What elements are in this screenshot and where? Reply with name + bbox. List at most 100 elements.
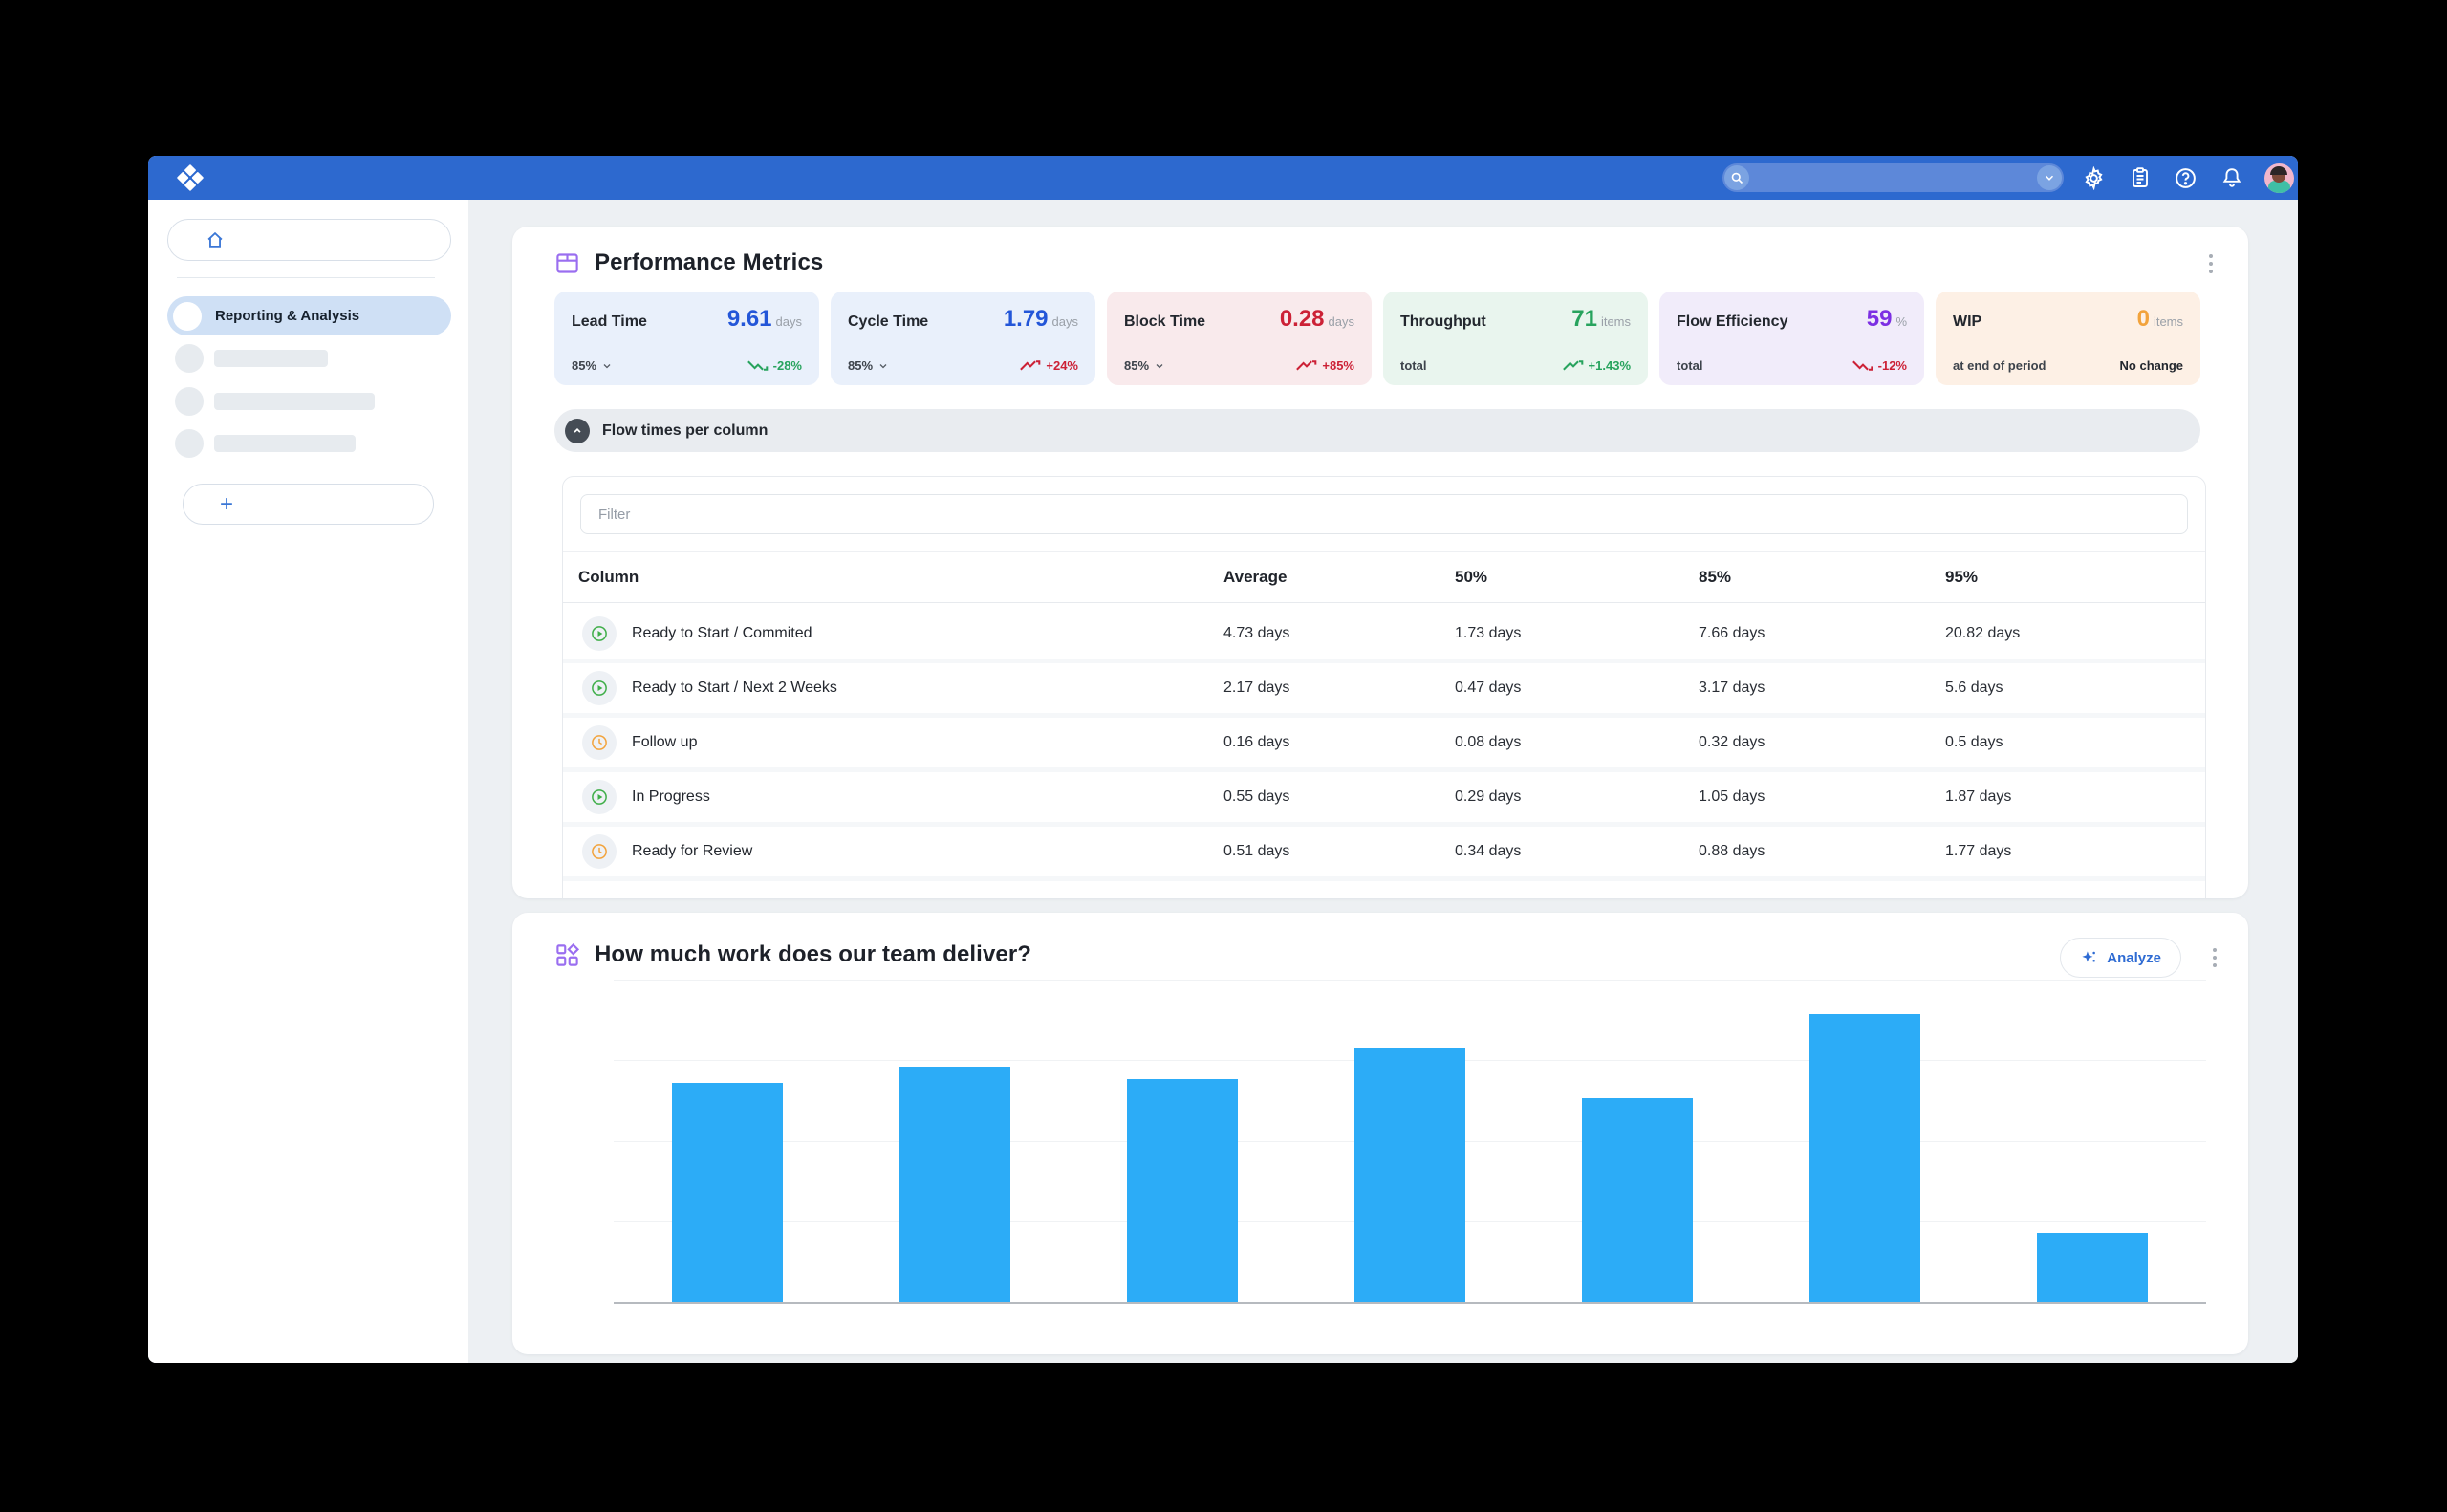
metric-chip-wip[interactable]: WIP 0 items at end of period No change [1936,292,2200,385]
metric-chip-block-time[interactable]: Block Time 0.28 days 85% +85% [1107,292,1372,385]
clock-icon [582,834,617,869]
chip-label: Throughput [1400,313,1486,330]
chart-card-header: How much work does our team deliver? [512,913,2248,968]
column-header[interactable]: 85% [1699,568,1732,586]
add-view-button[interactable]: + [183,484,434,525]
column-header[interactable]: 95% [1945,568,1979,586]
help-icon[interactable] [2173,165,2198,191]
settings-gear-icon[interactable] [2081,165,2107,191]
bar[interactable] [2037,1233,2148,1302]
chart-bars [614,980,2206,1302]
chip-label: Cycle Time [848,313,929,330]
panel-separator [563,551,2205,552]
main-content: Performance Metrics Lead Time 9.61 days 8… [468,200,2298,1363]
chevron-up-circle-icon [565,418,590,443]
sparkle-icon [2082,950,2096,962]
trend-up-icon [1296,360,1317,371]
table-header-row: Column Average 50% 85% 95% [563,552,2205,603]
chip-value: 0 items [2136,306,2183,332]
bar[interactable] [1582,1097,1693,1302]
sidebar-item-reporting-analysis[interactable]: Reporting & Analysis [167,296,451,335]
gridline [614,980,2206,981]
chevron-down-icon [1156,363,1163,368]
trend-down-icon [1851,360,1873,371]
card-title: How much work does our team deliver? [595,941,1032,967]
chip-subtitle: total [1677,358,1703,373]
bar[interactable] [672,1082,783,1302]
table-body: Ready to Start / Commited 4.73 days 1.73… [563,603,2205,881]
table-row[interactable]: Ready for Review 0.51 days 0.34 days 0.8… [563,827,2205,881]
percentile-dropdown[interactable]: 85% [572,358,613,373]
table-row[interactable]: Ready to Start / Next 2 Weeks 2.17 days … [563,663,2205,718]
bar-slot [1524,980,1751,1302]
sidebar-skeleton-item[interactable] [175,387,375,416]
chip-value: 1.79 days [1003,306,1078,332]
bar[interactable] [1809,1014,1920,1302]
sidebar: Reporting & Analysis + [148,200,468,1363]
metric-chips-row: Lead Time 9.61 days 85% -28% [554,292,2200,385]
analyze-button-label: Analyze [2107,949,2161,966]
bar[interactable] [1354,1048,1465,1302]
bar-slot [614,980,841,1302]
table-row[interactable]: Follow up 0.16 days 0.08 days 0.32 days … [563,718,2205,772]
trend-indicator: -12% [1851,358,1907,373]
sidebar-skeleton-item[interactable] [175,344,328,373]
top-navigation-bar [148,156,2298,200]
analyze-button[interactable]: Analyze [2060,938,2181,978]
app-logo-icon[interactable] [176,163,205,192]
clock-icon [582,725,617,760]
column-header[interactable]: 50% [1455,568,1488,586]
bar-slot [1296,980,1524,1302]
table-row[interactable]: In Progress 0.55 days 0.29 days 1.05 day… [563,772,2205,827]
sidebar-skeleton-item[interactable] [175,429,356,458]
chip-subtitle: total [1400,358,1427,373]
bar[interactable] [899,1067,1010,1302]
metric-chip-throughput[interactable]: Throughput 71 items total +1.43% [1383,292,1648,385]
play-circle-icon [582,671,617,705]
metric-chip-lead-time[interactable]: Lead Time 9.61 days 85% -28% [554,292,819,385]
bar-chart [614,980,2206,1304]
home-button[interactable] [167,219,451,261]
bar-slot [1751,980,1979,1302]
trend-indicator: No change [2119,358,2183,373]
chip-value: 71 items [1571,306,1631,332]
table-filter-input[interactable] [580,494,2188,534]
flow-times-section-toggle[interactable]: Flow times per column [554,409,2200,452]
search-icon[interactable] [1724,165,1749,190]
metric-chip-flow-efficiency[interactable]: Flow Efficiency 59% total -12% [1659,292,1924,385]
flow-times-table-panel: Column Average 50% 85% 95% Ready [562,476,2206,898]
card-menu-kebab-icon[interactable] [2202,251,2220,276]
chip-label: Lead Time [572,313,647,330]
user-avatar[interactable] [2264,162,2294,193]
card-menu-kebab-icon[interactable] [2206,945,2223,970]
home-icon [207,231,223,248]
search-scope-chevron-down-icon[interactable] [2037,165,2062,190]
search-input[interactable] [1722,163,2064,192]
trend-down-icon [747,360,768,371]
app-window: Reporting & Analysis + [148,156,2298,1363]
bar[interactable] [1127,1078,1238,1302]
sidebar-item-bullet [173,301,202,331]
table-widget-icon [556,252,578,273]
plus-icon: + [220,490,234,517]
trend-indicator: -28% [747,358,802,373]
table-row[interactable]: Ready to Start / Commited 4.73 days 1.73… [563,609,2205,663]
play-circle-icon [582,780,617,814]
section-toggle-label: Flow times per column [602,421,769,439]
bar-slot [841,980,1069,1302]
percentile-dropdown[interactable]: 85% [848,358,889,373]
metric-chip-cycle-time[interactable]: Cycle Time 1.79 days 85% +24% [831,292,1095,385]
chevron-down-icon [603,363,611,368]
percentile-dropdown[interactable]: 85% [1124,358,1165,373]
team-delivery-chart-card: How much work does our team deliver? Ana… [512,913,2248,1354]
chip-value: 9.61 days [726,306,802,332]
chip-value: 0.28 days [1279,306,1354,332]
trend-indicator: +1.43% [1562,358,1631,373]
column-header[interactable]: Column [578,568,639,586]
card-title: Performance Metrics [595,249,824,275]
notifications-bell-icon[interactable] [2219,165,2244,191]
clipboard-icon[interactable] [2127,165,2153,191]
column-header[interactable]: Average [1224,568,1288,586]
topbar-icon-group [2081,156,2294,200]
